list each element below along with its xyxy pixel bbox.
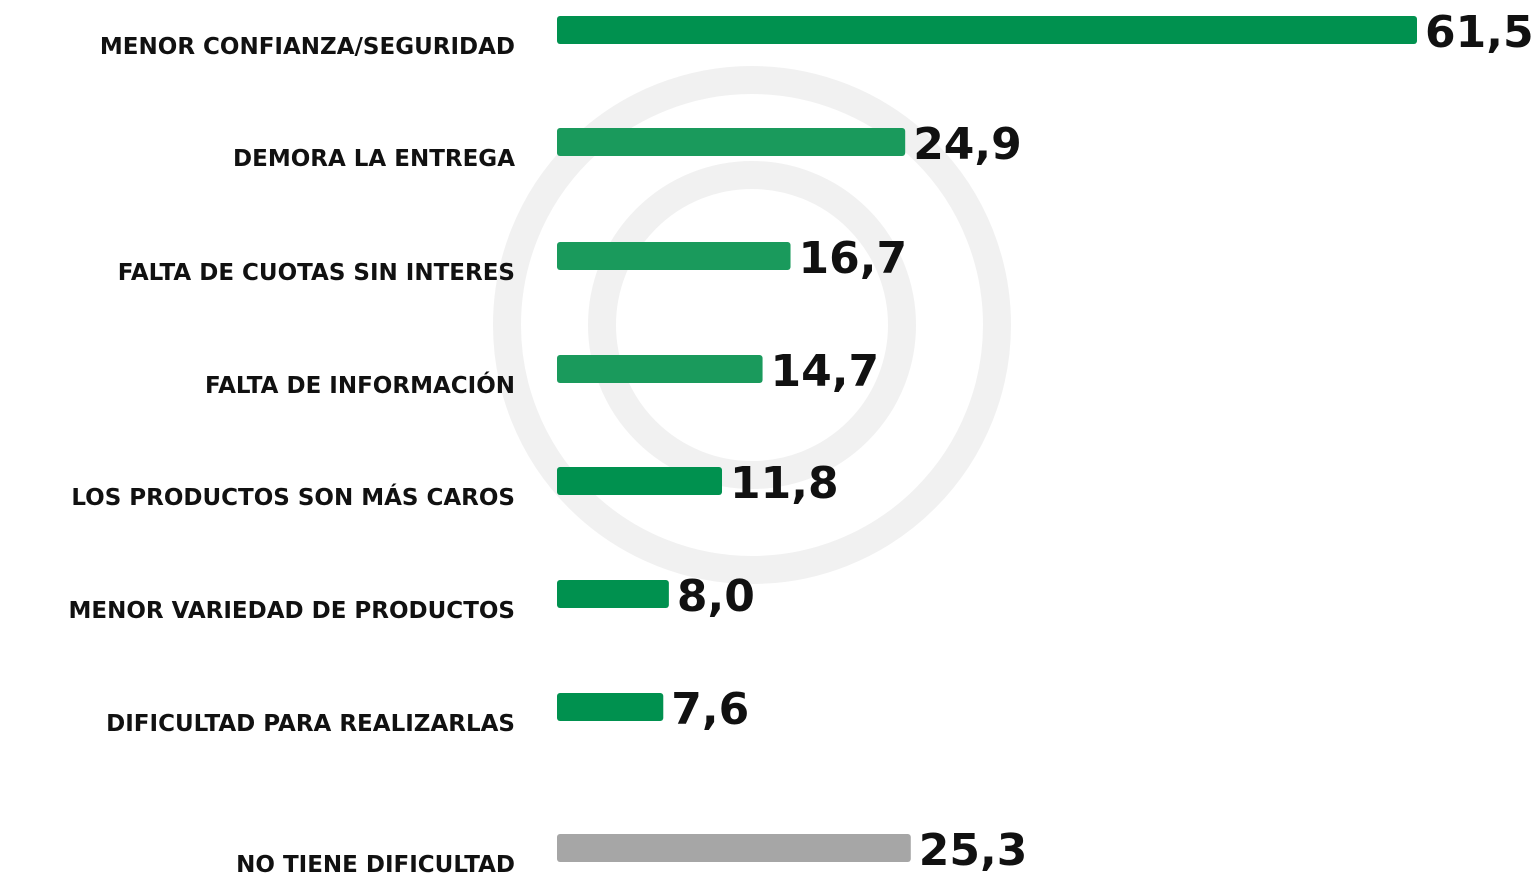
value-label: 24,9 (913, 119, 1022, 170)
category-label: MENOR CONFIANZA/SEGURIDAD (100, 34, 515, 60)
bar (557, 693, 664, 721)
value-label: 8,0 (677, 571, 755, 622)
category-label: DEMORA LA ENTREGA (233, 146, 515, 172)
category-label: LOS PRODUCTOS SON MÁS CAROS (71, 483, 515, 511)
bar (557, 355, 763, 383)
bar (557, 834, 911, 862)
category-label: DIFICULTAD PARA REALIZARLAS (106, 711, 515, 737)
value-label: 16,7 (799, 233, 908, 284)
value-label: 7,6 (671, 684, 749, 735)
category-label: FALTA DE INFORMACIÓN (205, 371, 515, 399)
bar (557, 128, 906, 156)
value-label: 14,7 (771, 346, 880, 397)
bar (557, 580, 669, 608)
category-label: NO TIENE DIFICULTAD (236, 852, 515, 874)
value-label: 11,8 (730, 458, 839, 509)
watermark (493, 66, 1011, 584)
bar (557, 467, 723, 495)
value-label: 61,5 (1425, 7, 1534, 58)
category-label: MENOR VARIEDAD DE PRODUCTOS (68, 598, 515, 624)
bar (557, 242, 791, 270)
bar (557, 16, 1417, 44)
category-label: FALTA DE CUOTAS SIN INTERES (118, 260, 515, 286)
value-label: 25,3 (919, 825, 1028, 874)
